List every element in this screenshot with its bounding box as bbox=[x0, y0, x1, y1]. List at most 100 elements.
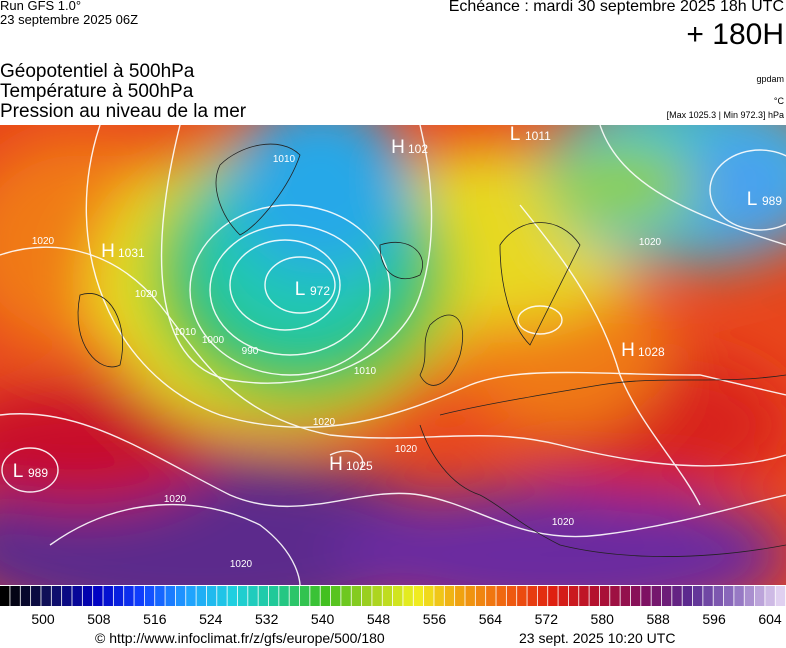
colorbar-swatch bbox=[103, 586, 113, 606]
colorbar-swatch bbox=[82, 586, 93, 606]
colorbar-swatch bbox=[754, 586, 765, 606]
run: Run GFS 1.0° bbox=[0, 0, 82, 13]
colorbar-swatch bbox=[93, 586, 103, 606]
colorbar-swatch bbox=[723, 586, 734, 606]
colorbar-swatch bbox=[279, 586, 289, 606]
isobar-label: 1020 bbox=[395, 444, 418, 455]
layer: Température à 500hPa bbox=[0, 81, 194, 102]
isobars bbox=[0, 125, 786, 585]
isobar-label: 1010 bbox=[273, 154, 296, 165]
isobar-label: 1000 bbox=[202, 335, 225, 346]
colorbar-swatch bbox=[248, 586, 258, 606]
center-letter: H bbox=[101, 241, 115, 262]
colorbar-label: 532 bbox=[255, 611, 279, 627]
colorbar-swatch bbox=[41, 586, 51, 606]
colorbar-label: 596 bbox=[702, 611, 726, 627]
colorbar-swatch bbox=[517, 586, 527, 606]
colorbar-label: 604 bbox=[758, 611, 782, 627]
colorbar-swatch bbox=[444, 586, 455, 606]
center-letter: H bbox=[329, 454, 343, 475]
colorbar-swatch bbox=[703, 586, 713, 606]
colorbar-swatch bbox=[661, 586, 672, 606]
colorbar-swatch bbox=[134, 586, 144, 606]
colorbar-swatch bbox=[682, 586, 693, 606]
center-letter: L bbox=[510, 125, 521, 145]
colorbar-swatch bbox=[610, 586, 620, 606]
center-value: 1028 bbox=[638, 345, 665, 359]
isobar-label: 1020 bbox=[639, 237, 662, 248]
center-value: 1025 bbox=[346, 459, 373, 473]
center-value: 1011 bbox=[525, 129, 551, 143]
valid-time: Echéance : mardi 30 septembre 2025 18h U… bbox=[448, 0, 784, 15]
isobar-label: 1010 bbox=[174, 327, 197, 338]
isobar-label: 1020 bbox=[164, 494, 187, 505]
center-letter: L bbox=[747, 189, 758, 210]
colorbar-swatch bbox=[341, 586, 351, 606]
colorbar-swatch bbox=[165, 586, 176, 606]
colorbar-swatch bbox=[599, 586, 610, 606]
colorbar-swatch bbox=[775, 586, 786, 606]
unit: [Max 1025.3 | Min 972.3] hPa bbox=[666, 110, 784, 120]
isobar-label: 1020 bbox=[313, 417, 336, 428]
colorbar-swatch bbox=[765, 586, 775, 606]
colorbar-swatch bbox=[568, 586, 579, 606]
colorbar-swatch bbox=[465, 586, 475, 606]
colorbar-swatch bbox=[475, 586, 486, 606]
colorbar-swatch bbox=[155, 586, 165, 606]
colorbar-swatch bbox=[506, 586, 517, 606]
colorbar-label: 572 bbox=[535, 611, 559, 627]
colorbar-swatch bbox=[641, 586, 651, 606]
unit: °C bbox=[773, 96, 784, 106]
center-value: 972 bbox=[310, 284, 330, 298]
colorbar-swatch bbox=[537, 586, 548, 606]
colorbar-swatch bbox=[0, 586, 10, 606]
colorbar-swatch bbox=[144, 586, 155, 606]
colorbar-swatch bbox=[330, 586, 341, 606]
colorbar-swatch bbox=[51, 586, 62, 606]
colorbar-swatch bbox=[258, 586, 269, 606]
colorbar-swatch bbox=[589, 586, 600, 606]
colorbar-label: 540 bbox=[311, 611, 335, 627]
isobar-label: 1020 bbox=[135, 289, 158, 300]
colorbar-swatch bbox=[361, 586, 372, 606]
colorbar-swatch bbox=[672, 586, 682, 606]
colorbar-label: 516 bbox=[143, 611, 167, 627]
colorbar-swatch bbox=[186, 586, 196, 606]
colorbar-swatch bbox=[413, 586, 424, 606]
layer: Pression au niveau de la mer bbox=[0, 101, 247, 122]
colorbar-swatch bbox=[62, 586, 72, 606]
colorbar-swatch bbox=[31, 586, 41, 606]
colorbar-swatch bbox=[20, 586, 31, 606]
colorbar-swatch bbox=[351, 586, 362, 606]
colorbar-swatch bbox=[206, 586, 217, 606]
center-value: 989 bbox=[28, 466, 48, 480]
colorbar-swatch bbox=[486, 586, 496, 606]
center-letter: L bbox=[13, 461, 24, 482]
colorbar-swatch bbox=[113, 586, 124, 606]
colorbar-label: 564 bbox=[479, 611, 503, 627]
colorbar-swatch bbox=[124, 586, 134, 606]
center-value: 989 bbox=[762, 194, 782, 208]
colorbar-swatch bbox=[299, 586, 310, 606]
colorbar-swatch bbox=[227, 586, 238, 606]
colorbar-swatch bbox=[579, 586, 589, 606]
colorbar-label: 588 bbox=[646, 611, 670, 627]
colorbar-label: 580 bbox=[591, 611, 615, 627]
center-letter: H bbox=[621, 340, 635, 361]
colorbar-swatch bbox=[434, 586, 444, 606]
lead-time: + 180H bbox=[686, 18, 784, 51]
coastlines bbox=[77, 143, 786, 557]
run-date: 23 septembre 2025 06Z bbox=[0, 12, 139, 27]
colorbar-swatch bbox=[10, 586, 20, 606]
source: © http://www.infoclimat.fr/z/gfs/europe/… bbox=[95, 630, 385, 646]
colorbar-label: 508 bbox=[87, 611, 111, 627]
colorbar-swatch bbox=[527, 586, 537, 606]
colorbar-swatch bbox=[744, 586, 755, 606]
colorbar-swatch bbox=[310, 586, 320, 606]
colorbar-swatch bbox=[403, 586, 413, 606]
unit: gpdam bbox=[756, 74, 784, 84]
colorbar-swatch bbox=[734, 586, 744, 606]
center-letter: L bbox=[295, 279, 306, 300]
